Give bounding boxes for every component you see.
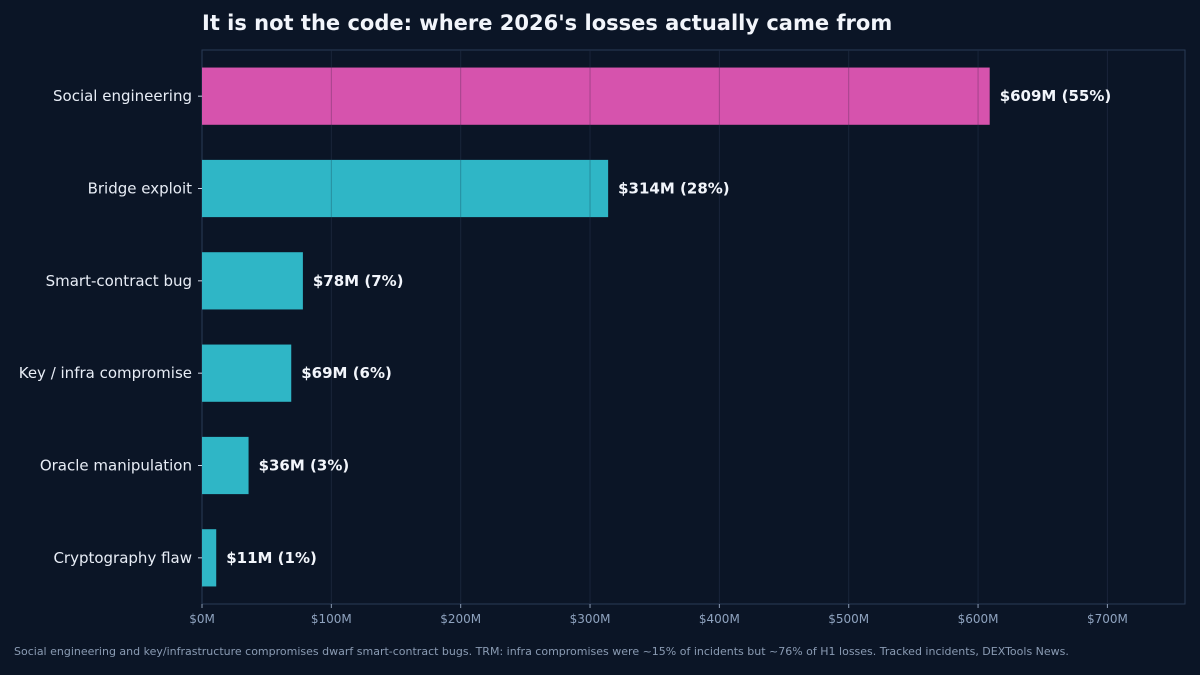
x-tick-label: $500M xyxy=(828,612,869,626)
data-label: $78M (7%) xyxy=(313,272,404,290)
bar xyxy=(202,436,249,495)
category-label: Oracle manipulation xyxy=(40,457,192,475)
data-label: $36M (3%) xyxy=(259,457,350,475)
bar xyxy=(202,252,303,310)
x-tick-label: $300M xyxy=(570,612,611,626)
x-tick-label: $200M xyxy=(440,612,481,626)
data-label: $69M (6%) xyxy=(301,364,392,382)
bar xyxy=(202,529,217,587)
data-label: $314M (28%) xyxy=(618,180,730,198)
category-label: Smart-contract bug xyxy=(46,272,192,290)
bar xyxy=(202,67,990,125)
category-label: Bridge exploit xyxy=(88,180,193,198)
data-label: $609M (55%) xyxy=(1000,87,1112,105)
plot-frame xyxy=(201,49,1186,605)
bar xyxy=(202,159,609,218)
chart-footnote: Social engineering and key/infrastructur… xyxy=(14,645,1069,658)
category-label: Social engineering xyxy=(53,87,192,105)
x-tick-label: $700M xyxy=(1087,612,1128,626)
data-label: $11M (1%) xyxy=(226,549,317,567)
x-tick-label: $400M xyxy=(699,612,740,626)
x-tick-label: $0M xyxy=(189,612,215,626)
x-tick-label: $600M xyxy=(958,612,999,626)
chart-title: It is not the code: where 2026's losses … xyxy=(202,11,893,35)
bar xyxy=(202,344,292,402)
category-label: Cryptography flaw xyxy=(53,549,192,567)
category-label: Key / infra compromise xyxy=(19,364,192,382)
x-tick-label: $100M xyxy=(311,612,352,626)
